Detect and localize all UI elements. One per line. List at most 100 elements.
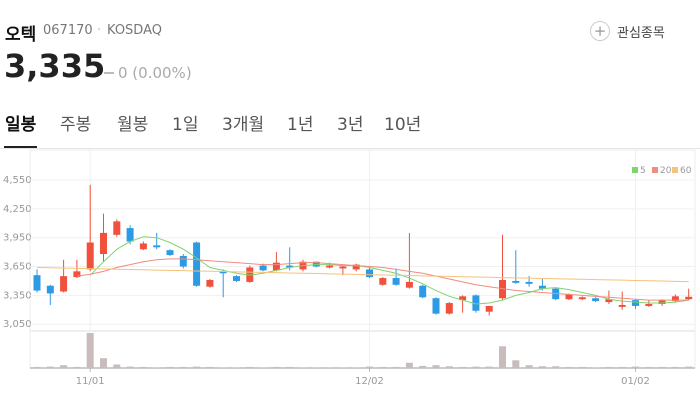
volume-bar [512, 360, 520, 368]
candle-body [193, 242, 201, 286]
volume-bar [326, 367, 334, 368]
candle-body [632, 300, 639, 306]
watch-icon[interactable]: + [590, 21, 610, 41]
tab[interactable]: 주봉 [60, 115, 92, 135]
stock-code: 067170 [43, 23, 93, 38]
candle-body [565, 294, 573, 300]
volume-bar [578, 366, 586, 368]
volume-bar [126, 366, 134, 368]
x-tick-label: 11/01 [76, 376, 105, 387]
volume-bar [392, 366, 400, 368]
volume-bar [405, 362, 413, 368]
candle-body [272, 262, 280, 271]
candle-body [671, 296, 679, 302]
volume-bar [592, 367, 600, 368]
candle-body [113, 221, 121, 235]
volume-bar [113, 364, 121, 368]
volume-bar [419, 365, 427, 368]
candle-body [366, 269, 373, 278]
candle-body [86, 242, 94, 270]
candle-body [206, 279, 214, 287]
candle-body [658, 300, 666, 305]
candle-body [472, 295, 480, 311]
volume-bar [46, 366, 54, 368]
candle-body [139, 243, 147, 250]
tab[interactable]: 일봉 [5, 115, 37, 135]
volume-bar [366, 366, 373, 368]
legend-label: 5 [640, 166, 646, 176]
x-tick-label: 12/02 [355, 376, 384, 387]
tab-underline [4, 146, 37, 148]
watch-label[interactable]: 관심종목 [617, 26, 665, 41]
candle-body [379, 278, 387, 285]
volume-bar [166, 366, 174, 368]
y-tick-label: 4,250 [3, 204, 32, 215]
volume-bar [339, 367, 347, 368]
volume-bar [86, 333, 94, 368]
candle-body [126, 228, 134, 242]
ma-line [36, 266, 689, 283]
volume-bar [259, 367, 267, 368]
candle-body [179, 255, 187, 267]
candle-body [166, 250, 174, 255]
candle-body [512, 280, 520, 283]
market: KOSDAQ [107, 23, 162, 38]
candle-body [645, 304, 653, 306]
candle-body [352, 264, 360, 270]
volume-bar [618, 366, 626, 368]
volume-bar [379, 366, 387, 368]
legend-swatch [652, 167, 658, 173]
volume-bar [645, 366, 653, 368]
volume-bar [299, 367, 307, 368]
candle-body [605, 299, 613, 303]
ma-line [89, 236, 689, 305]
candle-body [259, 265, 267, 271]
volume-bar [352, 367, 360, 368]
candle-body [445, 303, 453, 314]
y-tick-label: 3,650 [3, 262, 32, 273]
candle-body [592, 298, 600, 302]
stock-name: 오텍 [5, 25, 37, 45]
candle-body [219, 271, 227, 274]
volume-bar [272, 366, 280, 368]
volume-bar [60, 365, 68, 368]
volume-bar [605, 366, 613, 368]
tab[interactable]: 10년 [384, 115, 422, 135]
volume-bar [499, 346, 506, 368]
candle-body [339, 266, 347, 269]
x-tick-label: 01/02 [621, 376, 650, 387]
candle-body [326, 265, 334, 268]
legend-label: 60 [680, 166, 692, 176]
candle-body [33, 275, 41, 291]
volume-bar [312, 367, 320, 368]
volume-bar [286, 366, 294, 368]
candle-body [405, 281, 413, 288]
y-tick-label: 3,950 [3, 233, 32, 244]
volume-bar [246, 366, 254, 368]
candle-body [233, 276, 240, 281]
candle-body [485, 305, 493, 312]
volume-bar [445, 366, 453, 368]
ma-line [76, 258, 689, 301]
candle-body [100, 232, 107, 255]
tab[interactable]: 월봉 [117, 115, 149, 135]
tab[interactable]: 1년 [287, 115, 314, 135]
volume-bar [233, 367, 240, 368]
plot-frame [29, 149, 696, 369]
legend-label: 20 [660, 166, 672, 176]
volume-bar [219, 367, 227, 368]
volume-bar [459, 366, 467, 368]
candle-body [525, 281, 533, 284]
tab[interactable]: 1일 [172, 115, 199, 135]
tab[interactable]: 3년 [337, 115, 364, 135]
candle-body [46, 285, 54, 294]
candle-body [432, 298, 440, 314]
volume-bar [139, 366, 147, 368]
candle-body [685, 296, 693, 300]
volume-bar [685, 366, 693, 368]
legend-swatch [632, 167, 638, 173]
tab[interactable]: 3개월 [222, 115, 265, 135]
candle-body [618, 304, 626, 307]
separator [0, 148, 700, 149]
